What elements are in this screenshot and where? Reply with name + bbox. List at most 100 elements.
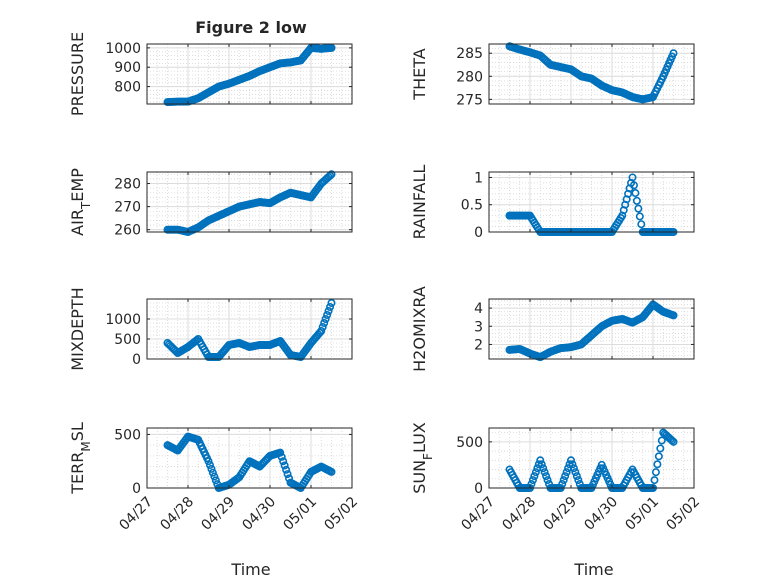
y-tick-label: 800 bbox=[114, 80, 141, 96]
data-point bbox=[669, 311, 678, 320]
data-point bbox=[327, 170, 336, 179]
data-point bbox=[566, 456, 575, 465]
subplot-5: 0 500 1000 MIXDEPTH bbox=[68, 287, 353, 371]
series-1 bbox=[505, 42, 678, 104]
data-point bbox=[540, 468, 549, 477]
subplot-3: 260 270 280 AIRTEMP bbox=[68, 168, 353, 239]
data-point bbox=[653, 460, 662, 469]
data-point bbox=[629, 181, 638, 190]
data-point bbox=[542, 472, 551, 481]
y-axis-label: RAINFALL bbox=[410, 165, 429, 240]
subplot-2: 275 280 285 THETA bbox=[410, 42, 695, 108]
data-point bbox=[656, 444, 665, 453]
data-point bbox=[205, 461, 214, 470]
y-tick-label: 285 bbox=[456, 46, 483, 62]
x-tick-label: 04/29 bbox=[540, 494, 580, 534]
data-point bbox=[572, 472, 581, 481]
y-tick-label: 1000 bbox=[105, 312, 141, 328]
y-axis-label: THETA bbox=[410, 48, 429, 100]
data-point bbox=[539, 464, 548, 473]
y-tick-label: 0 bbox=[474, 225, 483, 241]
data-point bbox=[283, 470, 292, 479]
data-point bbox=[668, 436, 677, 445]
y-tick-label: 900 bbox=[114, 60, 141, 76]
y-tick-label: 0 bbox=[132, 352, 141, 368]
data-point bbox=[569, 464, 578, 473]
data-point bbox=[210, 472, 219, 481]
data-point bbox=[669, 49, 678, 58]
data-point bbox=[565, 460, 574, 469]
x-tick-label: 04/29 bbox=[198, 494, 238, 534]
x-tick-label: 05/01 bbox=[280, 494, 320, 534]
data-point bbox=[536, 456, 545, 465]
data-point bbox=[208, 468, 217, 477]
data-point bbox=[657, 436, 666, 445]
y-axis-label: PRESSURE bbox=[68, 32, 87, 116]
data-point bbox=[571, 468, 580, 477]
series-1 bbox=[163, 43, 336, 107]
data-point bbox=[650, 476, 659, 485]
y-axis-label: MIXDEPTH bbox=[68, 287, 87, 370]
data-point bbox=[669, 437, 678, 446]
y-tick-label: 500 bbox=[114, 427, 141, 443]
x-tick-label: 05/02 bbox=[321, 494, 361, 534]
y-tick-label: 4 bbox=[474, 301, 483, 317]
axes-box bbox=[488, 43, 695, 105]
data-point bbox=[628, 173, 637, 182]
y-tick-label: 1000 bbox=[105, 41, 141, 57]
axes-box bbox=[146, 171, 353, 233]
data-point bbox=[634, 204, 643, 213]
data-point bbox=[321, 314, 330, 323]
data-point bbox=[559, 476, 568, 485]
data-point bbox=[530, 472, 539, 481]
y-tick-label: 260 bbox=[114, 223, 141, 239]
data-point bbox=[282, 465, 291, 474]
axes-box bbox=[146, 298, 353, 360]
data-point bbox=[324, 306, 333, 315]
data-point bbox=[279, 457, 288, 466]
data-point bbox=[276, 448, 285, 457]
y-tick-label: 500 bbox=[114, 332, 141, 348]
data-point bbox=[543, 476, 552, 485]
x-axis-label-left: Time bbox=[230, 560, 270, 579]
subplot-8: 0 500 04/27 04/28 04/29 04/30 05/01 05/02 SUNFLU… bbox=[410, 422, 703, 534]
axes-box bbox=[488, 298, 695, 360]
y-tick-label: 0 bbox=[132, 481, 141, 497]
x-tick-label: 05/01 bbox=[622, 494, 662, 534]
data-point bbox=[534, 460, 543, 469]
subplot-1: 800 900 1000 PRESSURE bbox=[68, 32, 353, 116]
axes-box bbox=[488, 427, 695, 489]
x-tick-label: 04/30 bbox=[581, 494, 621, 534]
x-tick-label: 04/28 bbox=[499, 494, 539, 534]
y-tick-label: 0.5 bbox=[461, 198, 483, 214]
subplot-6: 2 3 4 H2OMIXRA bbox=[410, 286, 695, 372]
data-point bbox=[326, 302, 335, 311]
data-point bbox=[327, 467, 336, 476]
y-axis-label: AIRTEMP bbox=[68, 168, 93, 236]
y-tick-label: 0 bbox=[474, 481, 483, 497]
series-1 bbox=[163, 432, 336, 492]
data-point bbox=[568, 460, 577, 469]
data-point bbox=[204, 457, 213, 466]
data-point bbox=[561, 472, 570, 481]
y-tick-label: 280 bbox=[114, 177, 141, 193]
y-tick-label: 1 bbox=[474, 170, 483, 186]
x-tick-label: 04/30 bbox=[239, 494, 279, 534]
data-point bbox=[320, 318, 329, 327]
y-axis-label: H2OMIXRA bbox=[410, 286, 429, 372]
x-tick-label: 04/27 bbox=[116, 494, 156, 534]
data-point bbox=[207, 464, 216, 473]
y-tick-label: 270 bbox=[114, 200, 141, 216]
data-point bbox=[562, 468, 571, 477]
data-point bbox=[323, 310, 332, 319]
y-tick-label: 275 bbox=[456, 92, 483, 108]
axes-box bbox=[146, 43, 353, 105]
data-point bbox=[528, 476, 537, 485]
data-point bbox=[651, 468, 660, 477]
y-axis-label: SUNFLUX bbox=[410, 422, 435, 494]
data-point bbox=[527, 480, 536, 489]
y-tick-label: 2 bbox=[474, 337, 483, 353]
axes-box bbox=[488, 171, 695, 233]
